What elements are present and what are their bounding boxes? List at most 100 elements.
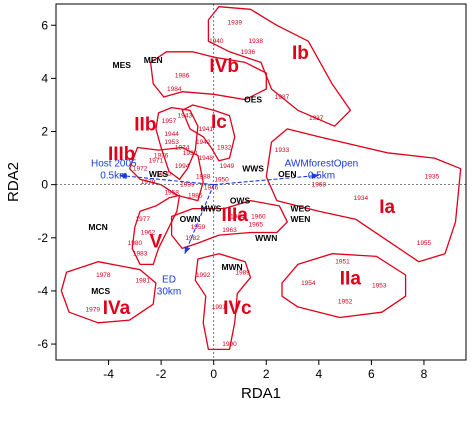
group-outline (170, 199, 288, 250)
vector-arrow (213, 172, 319, 186)
zero-lines (56, 4, 466, 360)
year-label: 1944 (164, 131, 179, 138)
site-label: WEC (291, 204, 311, 214)
year-label: 1984 (167, 86, 182, 93)
year-label: 1941 (199, 126, 214, 133)
group-outlines (60, 6, 462, 351)
year-label: 1985 (188, 192, 203, 199)
point-labels: 1939 1940 1938 1936 1986 1984 1987 1937 19431957… (86, 20, 440, 348)
year-label: 1953 (372, 283, 387, 290)
y-tick-label: 4 (41, 71, 48, 85)
site-label: OEN (278, 169, 296, 179)
group-outline (128, 146, 204, 202)
year-label: 1938 (249, 38, 264, 45)
group-label: Ic (211, 112, 227, 133)
year-label: 1958 (164, 190, 179, 197)
year-label: 1976 (154, 152, 169, 159)
year-label: 1989 (235, 269, 250, 276)
year-label: 1949 (220, 163, 235, 170)
group-outline (207, 6, 352, 127)
group-outline (181, 104, 236, 162)
year-label: 1943 (178, 113, 193, 120)
group-outline (265, 128, 462, 263)
year-label: 1950 (214, 176, 229, 183)
year-label: 1983 (133, 251, 148, 258)
year-label: 1982 (185, 235, 200, 242)
year-label: 1965 (249, 222, 264, 229)
vector-sublabel: 0.5km (308, 171, 335, 182)
year-label: 1970 (157, 171, 172, 178)
year-label: 1936 (241, 49, 256, 56)
year-label: 1951 (335, 259, 350, 266)
site-label: OES (244, 95, 262, 105)
year-label: 1963 (222, 227, 237, 234)
year-label: 1979 (141, 179, 156, 186)
year-label: 1978 (96, 272, 111, 279)
group-labels: Ib IVb Ic IIb IIIb Ia IIIa V IVa IVc IIa (103, 43, 396, 319)
year-label: 1968 (312, 182, 327, 189)
y-tick-label: 6 (41, 18, 48, 32)
y-tick-label: 2 (41, 125, 48, 139)
year-label: 1939 (227, 20, 242, 27)
year-label: 1980 (128, 240, 143, 247)
group-label: IVb (209, 56, 239, 77)
year-label: 1942 (196, 139, 211, 146)
year-label: 1954 (301, 280, 316, 287)
site-label: MEN (144, 55, 163, 65)
x-tick-label: 0 (210, 367, 217, 381)
group-label: Ia (379, 197, 395, 218)
group-label: IIIa (222, 205, 249, 226)
year-label: 1994 (175, 163, 190, 170)
group-outline (155, 106, 199, 180)
site-label: MCS (91, 286, 110, 296)
year-label: 1934 (354, 195, 369, 202)
x-tick-label: 6 (368, 367, 375, 381)
year-label: 1979 (86, 307, 101, 314)
group-label: IIb (134, 115, 156, 136)
year-label: 1990 (222, 341, 237, 348)
site-label: OWS (230, 196, 251, 206)
year-label: 1988 (196, 174, 211, 181)
year-label: 1932 (217, 144, 232, 151)
year-label: 1999 (180, 182, 195, 189)
group-outline (60, 261, 157, 324)
group-label: IVa (103, 298, 131, 319)
site-label: WWN (255, 233, 277, 243)
year-label: 1959 (191, 224, 206, 231)
site-label: MWN (221, 262, 242, 272)
year-label: 1960 (251, 214, 266, 221)
year-label: 1957 (162, 118, 177, 125)
site-label: MES (112, 60, 131, 70)
x-tick-label: 2 (263, 367, 270, 381)
group-outline (149, 51, 267, 101)
y-axis-ticks: -6 -4 -2 0 2 4 6 (37, 18, 56, 351)
year-label: 1991 (212, 304, 227, 311)
year-label: 1940 (209, 38, 224, 45)
site-label: WES (149, 169, 169, 179)
group-label: IIa (340, 269, 362, 290)
year-label: 1953 (164, 139, 179, 146)
year-label: 1930 (183, 150, 198, 157)
vector-label: ED (162, 274, 176, 285)
year-label: 1948 (199, 155, 214, 162)
year-label: 1952 (338, 299, 353, 306)
group-outline (131, 194, 181, 266)
year-label: 1974 (175, 144, 190, 151)
x-axis-label: RDA1 (241, 385, 281, 402)
site-label: MCN (88, 222, 107, 232)
site-label: WEN (291, 214, 311, 224)
vector-sublabel: 30km (157, 286, 181, 297)
x-tick-label: -4 (103, 367, 114, 381)
y-tick-label: -2 (37, 231, 48, 245)
vector-arrow (184, 184, 215, 254)
year-label: 1964 (230, 214, 245, 221)
site-label: MWS (201, 204, 222, 214)
y-tick-label: 0 (41, 178, 48, 192)
year-label: 1987 (275, 94, 290, 101)
group-label: V (150, 231, 163, 252)
group-outline (281, 253, 407, 319)
year-label: 1981 (135, 277, 150, 284)
group-label: Ib (292, 43, 309, 64)
